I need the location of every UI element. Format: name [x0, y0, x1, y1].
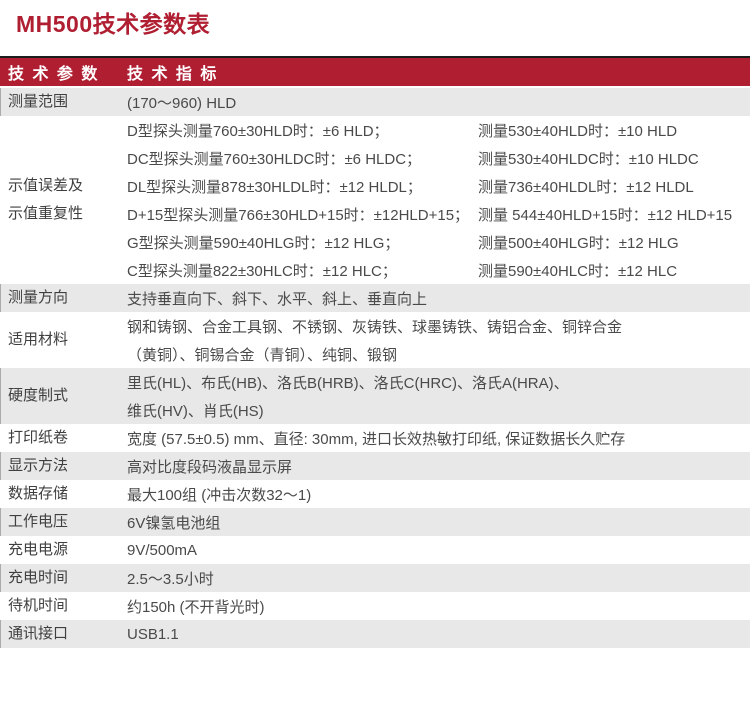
- table-row: 显示方法 高对比度段码液晶显示屏: [0, 452, 750, 480]
- table-row: 数据存储 最大100组 (冲击次数32～1): [0, 480, 750, 508]
- row-label: 数据存储: [0, 480, 127, 508]
- row-value: 最大100组 (冲击次数32～1): [127, 480, 750, 508]
- row-value: 高对比度段码液晶显示屏: [127, 452, 750, 480]
- row-value-line: 最大100组 (冲击次数32～1): [127, 486, 312, 504]
- table-row: 工作电压 6V镍氢电池组: [0, 508, 750, 536]
- row-label-line: 充电电源: [8, 541, 69, 558]
- value-left-segment: DL型探头测量878±30HLDL时：±12 HLDL；: [127, 178, 422, 196]
- row-label: 测量范围: [0, 88, 127, 116]
- page-title: MH500技术参数表: [16, 11, 211, 37]
- table-row: 充电时间 2.5～3.5小时: [0, 564, 750, 592]
- row-value: 9V/500mA: [127, 536, 750, 564]
- row-value-line: 9V/500mA: [127, 541, 198, 559]
- row-label: 显示方法: [0, 452, 127, 480]
- row-value-line: 高对比度段码液晶显示屏: [127, 458, 293, 476]
- row-value-line: C型探头测量822±30HLC时：±12 HLC； 测量590±40HLC时：±1…: [127, 256, 750, 284]
- row-label-line: 打印纸卷: [8, 429, 69, 446]
- row-label: 测量方向: [0, 284, 127, 312]
- row-label-line: 测量范围: [8, 93, 69, 110]
- table-row: 示值误差及 示值重复性 D型探头测量760±30HLD时：±6 HLD； 测量530±…: [0, 116, 750, 284]
- row-value-line: 钢和铸钢、合金工具钢、不锈钢、灰铸铁、球墨铸铁、铸铝合金、铜锌合金: [127, 318, 623, 336]
- row-value-line: (170～960) HLD: [127, 94, 237, 112]
- row-label-line: 通讯接口: [8, 625, 69, 642]
- row-value-line: D+15型探头测量766±30HLD+15时：±12HLD+15； 测量 544±…: [127, 200, 750, 228]
- row-value: 支持垂直向下、斜下、水平、斜上、垂直向上: [127, 284, 750, 312]
- value-right-segment: 测量 544±40HLD+15时：±12 HLD+15: [478, 206, 733, 224]
- table-row: 测量方向 支持垂直向下、斜下、水平、斜上、垂直向上: [0, 284, 750, 312]
- value-right-segment: 测量736±40HLDL时：±12 HLDL: [478, 178, 694, 196]
- row-value-line: 宽度 (57.5±0.5) mm、直径: 30mm, 进口长效热敏打印纸, 保证…: [127, 430, 626, 448]
- row-label: 硬度制式: [0, 368, 127, 424]
- value-right-segment: 测量530±40HLD时：±10 HLD: [478, 122, 678, 140]
- row-value-line: USB1.1: [127, 625, 179, 643]
- row-label-line: 示值重复性: [8, 205, 84, 222]
- value-right-segment: 测量590±40HLC时：±12 HLC: [478, 262, 678, 280]
- row-label-line: 待机时间: [8, 597, 69, 614]
- table-row: 通讯接口 USB1.1: [0, 620, 750, 648]
- table-row: 硬度制式 里氏(HL)、布氏(HB)、洛氏B(HRB)、洛氏C(HRC)、洛氏A(…: [0, 368, 750, 424]
- row-label-line: 硬度制式: [8, 387, 69, 404]
- table-row: 打印纸卷 宽度 (57.5±0.5) mm、直径: 30mm, 进口长效热敏打印纸…: [0, 424, 750, 452]
- table-row: 充电电源 9V/500mA: [0, 536, 750, 564]
- row-label: 充电时间: [0, 564, 127, 592]
- table-row: 待机时间 约150h (不开背光时): [0, 592, 750, 620]
- row-value-line: （黄铜）、铜锡合金（青铜）、纯铜、锻钢: [127, 346, 398, 364]
- row-label: 工作电压: [0, 508, 127, 536]
- row-value-line: G型探头测量590±40HLG时：±12 HLG； 测量500±40HLG时：±1…: [127, 228, 750, 256]
- row-label: 充电电源: [0, 536, 127, 564]
- row-value: 里氏(HL)、布氏(HB)、洛氏B(HRB)、洛氏C(HRC)、洛氏A(HRA)…: [127, 368, 750, 424]
- table-header-row: 技 术 参 数 技 术 指 标: [0, 58, 750, 86]
- row-value-line: 6V镍氢电池组: [127, 514, 221, 532]
- row-label-line: 工作电压: [8, 513, 69, 530]
- row-label: 待机时间: [0, 592, 127, 620]
- value-left-segment: G型探头测量590±40HLG时：±12 HLG；: [127, 234, 400, 252]
- row-label-line: 测量方向: [8, 289, 69, 306]
- row-label: 通讯接口: [0, 620, 127, 648]
- row-value-line: 2.5～3.5小时: [127, 570, 214, 588]
- row-value-line: 约150h (不开背光时): [127, 598, 265, 616]
- value-left-segment: C型探头测量822±30HLC时：±12 HLC；: [127, 262, 397, 280]
- row-value-line: D型探头测量760±30HLD时：±6 HLD； 测量530±40HLD时：±10…: [127, 116, 750, 144]
- spec-table: 技 术 参 数 技 术 指 标 测量范围 (170～960) HLD 示值误差及 示值…: [0, 56, 750, 648]
- value-right-segment: 测量530±40HLDC时：±10 HLDC: [478, 150, 699, 168]
- value-left-segment: D+15型探头测量766±30HLD+15时：±12HLD+15；: [127, 206, 470, 224]
- table-row: 测量范围 (170～960) HLD: [0, 88, 750, 116]
- row-label-line: 数据存储: [8, 485, 69, 502]
- row-value-line: DC型探头测量760±30HLDC时：±6 HLDC； 测量530±40HLDC时…: [127, 144, 750, 172]
- row-value-line: 支持垂直向下、斜下、水平、斜上、垂直向上: [127, 290, 428, 308]
- page: MH500技术参数表 技 术 参 数 技 术 指 标 测量范围 (170～960)…: [0, 10, 750, 648]
- row-label-line: 显示方法: [8, 457, 69, 474]
- row-label-line: 示值误差及: [8, 177, 84, 194]
- row-value: 2.5～3.5小时: [127, 564, 750, 592]
- row-label: 打印纸卷: [0, 424, 127, 452]
- row-value: 宽度 (57.5±0.5) mm、直径: 30mm, 进口长效热敏打印纸, 保证…: [127, 424, 750, 452]
- row-value: 6V镍氢电池组: [127, 508, 750, 536]
- column-header-spec: 技 术 指 标: [127, 66, 219, 83]
- row-value-line: 里氏(HL)、布氏(HB)、洛氏B(HRB)、洛氏C(HRC)、洛氏A(HRA)…: [127, 374, 569, 392]
- row-label-line: 充电时间: [8, 569, 69, 586]
- row-value: 钢和铸钢、合金工具钢、不锈钢、灰铸铁、球墨铸铁、铸铝合金、铜锌合金 （黄铜）、铜锡…: [127, 312, 750, 368]
- table-row: 适用材料 钢和铸钢、合金工具钢、不锈钢、灰铸铁、球墨铸铁、铸铝合金、铜锌合金 （黄铜…: [0, 312, 750, 368]
- table-body: 测量范围 (170～960) HLD 示值误差及 示值重复性 D型探头测量760±30H…: [0, 88, 750, 648]
- row-value-line: 维氏(HV)、肖氏(HS): [127, 402, 264, 420]
- row-label: 示值误差及示值重复性: [0, 116, 127, 284]
- row-value-line: DL型探头测量878±30HLDL时：±12 HLDL； 测量736±40HLDL…: [127, 172, 750, 200]
- value-left-segment: DC型探头测量760±30HLDC时：±6 HLDC；: [127, 150, 422, 168]
- row-value: USB1.1: [127, 620, 750, 648]
- value-right-segment: 测量500±40HLG时：±12 HLG: [478, 234, 679, 252]
- row-value: 约150h (不开背光时): [127, 592, 750, 620]
- row-value: (170～960) HLD: [127, 88, 750, 116]
- row-label: 适用材料: [0, 312, 127, 368]
- row-value: D型探头测量760±30HLD时：±6 HLD； 测量530±40HLD时：±10…: [127, 116, 750, 284]
- row-label-line: 适用材料: [8, 331, 69, 348]
- column-header-parameter: 技 术 参 数: [8, 66, 100, 83]
- value-left-segment: D型探头测量760±30HLD时：±6 HLD；: [127, 122, 389, 140]
